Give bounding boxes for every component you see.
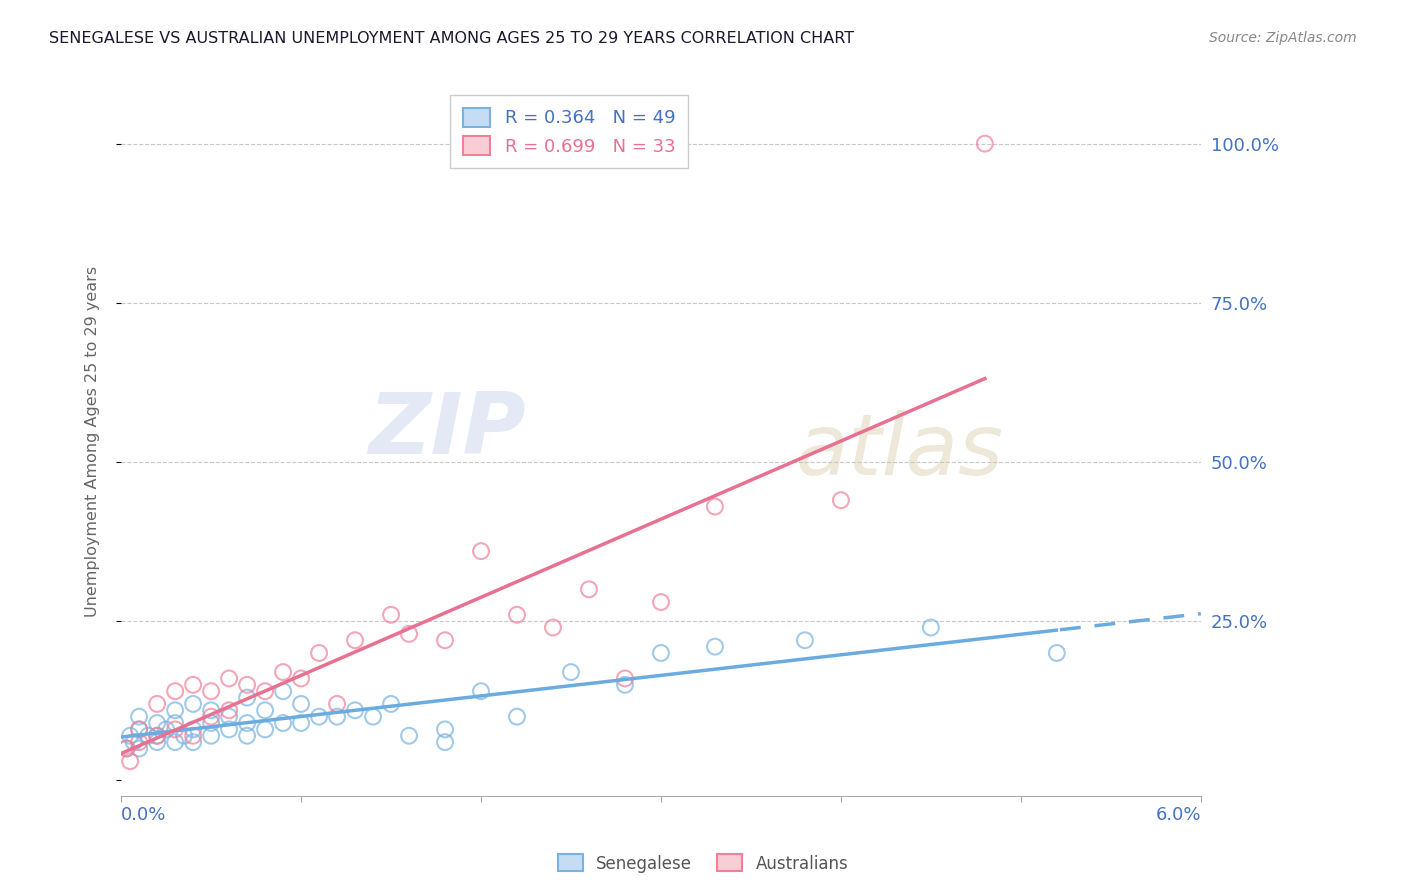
Point [136, 729, 159, 743]
Point [146, 735, 169, 749]
Point [973, 136, 995, 151]
Point [326, 709, 349, 723]
Point [236, 678, 259, 692]
Point [181, 678, 204, 692]
Point [344, 703, 367, 717]
Point [128, 735, 150, 749]
Legend: R = 0.364   N = 49, R = 0.699   N = 33: R = 0.364 N = 49, R = 0.699 N = 33 [450, 95, 688, 169]
Point [506, 709, 529, 723]
Point [115, 741, 138, 756]
Point [115, 741, 138, 756]
Point [181, 735, 204, 749]
Point [271, 684, 294, 698]
Point [470, 684, 492, 698]
Point [155, 723, 177, 737]
Point [128, 741, 150, 756]
Text: 0.0%: 0.0% [121, 805, 166, 824]
Point [398, 729, 420, 743]
Point [236, 716, 259, 731]
Point [146, 729, 169, 743]
Text: SENEGALESE VS AUSTRALIAN UNEMPLOYMENT AMONG AGES 25 TO 29 YEARS CORRELATION CHAR: SENEGALESE VS AUSTRALIAN UNEMPLOYMENT AM… [49, 31, 855, 46]
Text: atlas: atlas [796, 410, 1004, 493]
Point [830, 493, 852, 508]
Point [218, 723, 240, 737]
Point [173, 729, 195, 743]
Point [165, 703, 187, 717]
Point [290, 672, 312, 686]
Point [200, 716, 222, 731]
Point [271, 665, 294, 679]
Point [120, 729, 142, 743]
Text: 6.0%: 6.0% [1156, 805, 1201, 824]
Point [128, 723, 150, 737]
Point [271, 716, 294, 731]
Point [200, 729, 222, 743]
Point [541, 621, 564, 635]
Point [236, 729, 259, 743]
Point [308, 646, 330, 660]
Point [128, 723, 150, 737]
Point [703, 500, 725, 514]
Point [506, 607, 529, 622]
Point [200, 703, 222, 717]
Point [434, 633, 457, 648]
Point [165, 735, 187, 749]
Point [128, 709, 150, 723]
Point [218, 703, 240, 717]
Point [218, 709, 240, 723]
Point [254, 703, 277, 717]
Point [344, 633, 367, 648]
Point [434, 723, 457, 737]
Point [218, 672, 240, 686]
Point [793, 633, 815, 648]
Text: ZIP: ZIP [368, 389, 526, 472]
Point [120, 754, 142, 768]
Point [254, 723, 277, 737]
Point [146, 697, 169, 711]
Point [290, 716, 312, 731]
Point [181, 729, 204, 743]
Point [703, 640, 725, 654]
Point [920, 621, 942, 635]
Point [614, 672, 637, 686]
Point [290, 697, 312, 711]
Point [380, 697, 402, 711]
Point [122, 735, 145, 749]
Point [165, 723, 187, 737]
Point [181, 697, 204, 711]
Point [361, 709, 384, 723]
Point [650, 595, 672, 609]
Text: Source: ZipAtlas.com: Source: ZipAtlas.com [1209, 31, 1357, 45]
Point [308, 709, 330, 723]
Point [165, 716, 187, 731]
Point [181, 723, 204, 737]
Point [146, 729, 169, 743]
Point [560, 665, 582, 679]
Point [326, 697, 349, 711]
Legend: Senegalese, Australians: Senegalese, Australians [551, 847, 855, 880]
Point [1046, 646, 1069, 660]
Point [165, 684, 187, 698]
Point [578, 582, 600, 597]
Point [236, 690, 259, 705]
Point [614, 678, 637, 692]
Point [434, 735, 457, 749]
Point [380, 607, 402, 622]
Point [470, 544, 492, 558]
Point [254, 684, 277, 698]
Point [146, 716, 169, 731]
Y-axis label: Unemployment Among Ages 25 to 29 years: Unemployment Among Ages 25 to 29 years [86, 266, 100, 617]
Point [200, 709, 222, 723]
Point [650, 646, 672, 660]
Point [398, 627, 420, 641]
Point [200, 684, 222, 698]
